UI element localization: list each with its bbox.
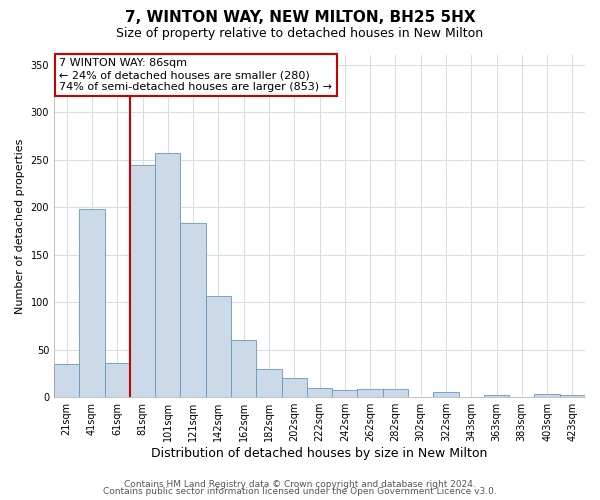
Bar (231, 340, 256, 397)
Bar (104, 363, 130, 397)
Bar (332, 390, 358, 397)
Bar (358, 390, 383, 397)
Y-axis label: Number of detached properties: Number of detached properties (15, 138, 25, 314)
Bar (535, 394, 560, 397)
Bar (79, 209, 104, 397)
Bar (433, 392, 458, 397)
Text: 7, WINTON WAY, NEW MILTON, BH25 5HX: 7, WINTON WAY, NEW MILTON, BH25 5HX (125, 10, 475, 25)
Bar (484, 395, 509, 397)
Bar (560, 395, 585, 397)
Bar (206, 296, 231, 397)
X-axis label: Distribution of detached houses by size in New Milton: Distribution of detached houses by size … (151, 447, 488, 460)
Bar (307, 388, 332, 397)
Text: Size of property relative to detached houses in New Milton: Size of property relative to detached ho… (116, 28, 484, 40)
Bar (281, 378, 307, 397)
Text: 7 WINTON WAY: 86sqm
← 24% of detached houses are smaller (280)
74% of semi-detac: 7 WINTON WAY: 86sqm ← 24% of detached ho… (59, 58, 332, 92)
Text: Contains HM Land Registry data © Crown copyright and database right 2024.: Contains HM Land Registry data © Crown c… (124, 480, 476, 489)
Bar (54, 364, 79, 397)
Bar (181, 223, 206, 397)
Bar (130, 165, 155, 397)
Bar (383, 390, 408, 397)
Bar (256, 368, 281, 397)
Bar (155, 153, 181, 397)
Text: Contains public sector information licensed under the Open Government Licence v3: Contains public sector information licen… (103, 487, 497, 496)
